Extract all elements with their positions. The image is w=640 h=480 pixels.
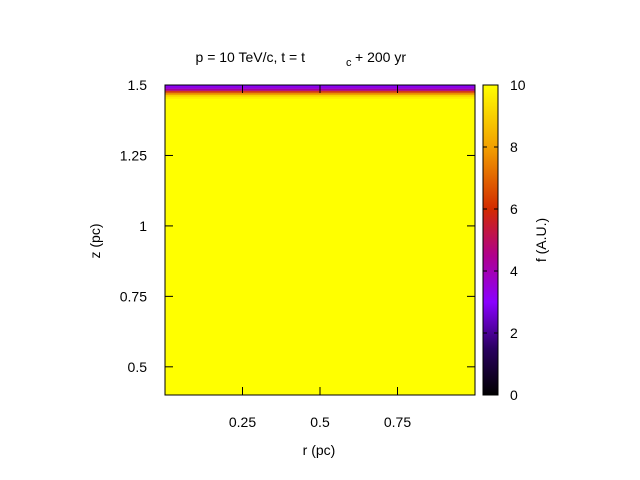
y-tick-label: 1.25	[120, 147, 147, 163]
heatmap-blob	[165, 273, 203, 364]
colorbar-tick-label: 8	[510, 139, 518, 155]
colorbar	[482, 84, 499, 396]
colorbar-tick-label: 10	[510, 77, 526, 93]
heatmap-top-band-cell	[165, 94, 475, 97]
y-tick-label: 1.5	[128, 77, 148, 93]
colorbar-tick-label: 0	[510, 387, 518, 403]
x-axis-label: r (pc)	[303, 442, 336, 458]
y-axis-label: z (pc)	[87, 224, 103, 259]
colorbar-tick-label: 2	[510, 325, 518, 341]
x-axis: 0.25 0.5 0.75	[229, 85, 411, 430]
y-axis: 0.5 0.75 1 1.25 1.5	[120, 77, 475, 375]
chart-title-tail: + 200 yr	[355, 49, 406, 65]
x-tick-label: 0.25	[229, 414, 256, 430]
chart-title-subscript: c	[346, 57, 352, 69]
colorbar-label: f (A.U.)	[533, 218, 549, 262]
x-tick-label: 0.75	[384, 414, 411, 430]
y-tick-label: 1	[139, 218, 147, 234]
colorbar-tick-label: 6	[510, 201, 518, 217]
y-tick-label: 0.75	[120, 288, 147, 304]
heatmap-top-band-cell	[165, 96, 475, 99]
colorbar-tick-label: 4	[510, 263, 518, 279]
y-tick-label: 0.5	[128, 359, 148, 375]
x-tick-label: 0.5	[310, 414, 330, 430]
chart-title: p = 10 TeV/c, t = t	[196, 49, 306, 65]
heatmap-area	[165, 85, 475, 395]
heatmap-top-band-cell	[165, 92, 475, 95]
colorbar-ticks: 0 2 4 6 8 10	[483, 77, 526, 403]
